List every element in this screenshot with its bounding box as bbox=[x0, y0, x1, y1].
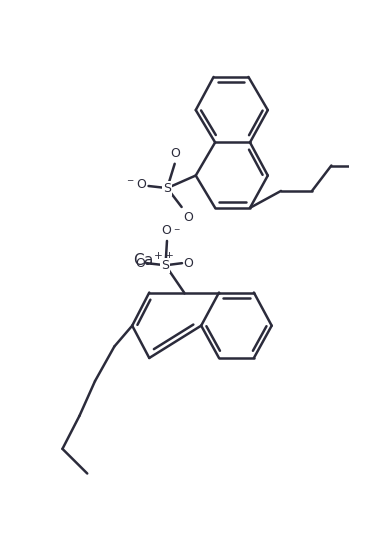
Text: O: O bbox=[162, 224, 171, 237]
Text: O: O bbox=[135, 257, 146, 270]
Text: Ca$^{++}$: Ca$^{++}$ bbox=[133, 252, 174, 269]
Text: S: S bbox=[161, 259, 170, 272]
Text: O: O bbox=[184, 211, 193, 224]
Text: $\mathdefault{{}^-}$: $\mathdefault{{}^-}$ bbox=[172, 228, 182, 238]
Text: S: S bbox=[163, 181, 171, 195]
Text: O: O bbox=[170, 147, 180, 160]
Text: O: O bbox=[184, 257, 193, 270]
Text: $\mathdefault{{}^-}$O: $\mathdefault{{}^-}$O bbox=[125, 178, 147, 191]
